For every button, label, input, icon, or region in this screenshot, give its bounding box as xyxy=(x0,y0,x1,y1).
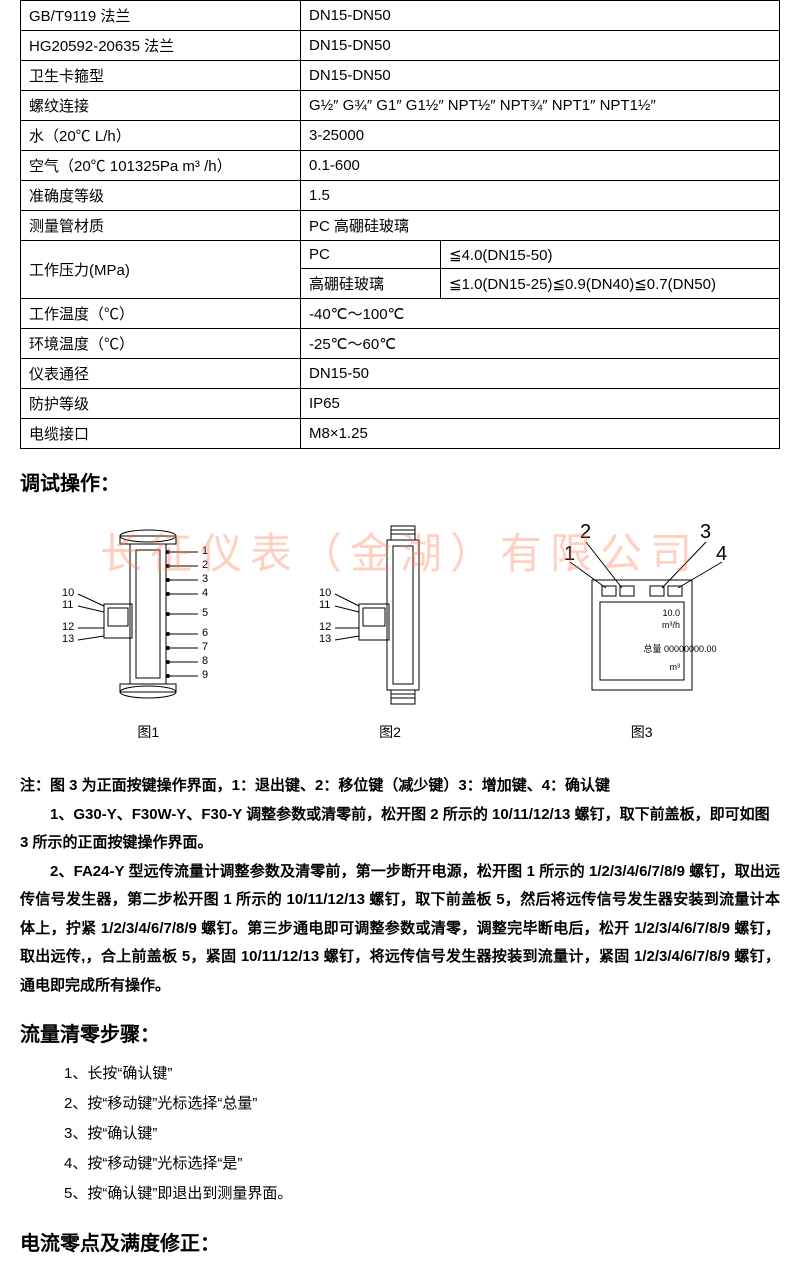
table-row: 准确度等级1.5 xyxy=(21,181,780,211)
cell-value: DN15-50 xyxy=(301,359,780,389)
svg-text:8: 8 xyxy=(202,655,208,667)
cell-label: 准确度等级 xyxy=(21,181,301,211)
svg-text:10: 10 xyxy=(62,587,74,599)
svg-text:5: 5 xyxy=(202,607,208,619)
cell-label: 空气（20℃ 101325Pa m³ /h） xyxy=(21,151,301,181)
cell-sub: 高硼硅玻璃 xyxy=(301,269,441,299)
cell-label: GB/T9119 法兰 xyxy=(21,1,301,31)
heading-debug: 调试操作： xyxy=(20,467,780,496)
cell-label: 工作压力(MPa) xyxy=(21,241,301,299)
note-p1: 1、G30-Y、F30W-Y、F30-Y 调整参数或清零前，松开图 2 所示的 … xyxy=(20,801,780,858)
table-row: GB/T9119 法兰DN15-DN50 xyxy=(21,1,780,31)
figure-3-svg: 2 1 3 4 10.0 xyxy=(532,516,752,716)
svg-text:9: 9 xyxy=(202,669,208,681)
cell-label: 螺纹连接 xyxy=(21,91,301,121)
svg-text:m³/h: m³/h xyxy=(662,620,680,630)
cell-label: 工作温度（℃） xyxy=(21,299,301,329)
cell-label: 测量管材质 xyxy=(21,211,301,241)
table-row: 电缆接口M8×1.25 xyxy=(21,419,780,449)
figure-1-svg: 1 2 3 4 5 6 7 8 9 10 11 12 13 xyxy=(48,516,248,716)
svg-text:2: 2 xyxy=(202,559,208,571)
step-item: 3、按“确认键” xyxy=(64,1119,780,1149)
note-line: 注：图 3 为正面按键操作界面，1：退出键、2：移位键（减少键）3：增加键、4：… xyxy=(20,772,780,801)
cell-label: 环境温度（℃） xyxy=(21,329,301,359)
table-row: 环境温度（℃）-25℃～60℃ xyxy=(21,329,780,359)
table-row: 测量管材质PC 高硼硅玻璃 xyxy=(21,211,780,241)
svg-text:m³: m³ xyxy=(669,662,680,672)
svg-text:12: 12 xyxy=(62,621,74,633)
cell-value: DN15-DN50 xyxy=(301,1,780,31)
svg-text:总量 00000000.00: 总量 00000000.00 xyxy=(643,643,716,654)
cell-value: 0.1-600 xyxy=(301,151,780,181)
step-item: 1、长按“确认键” xyxy=(64,1059,780,1089)
figure-2-svg: 10 11 12 13 xyxy=(305,516,475,716)
table-row: 工作压力(MPa) PC ≦4.0(DN15-50) xyxy=(21,241,780,269)
svg-text:12: 12 xyxy=(319,621,331,633)
cell-value: M8×1.25 xyxy=(301,419,780,449)
cell-label: 仪表通径 xyxy=(21,359,301,389)
svg-text:10: 10 xyxy=(319,587,331,599)
svg-text:11: 11 xyxy=(319,599,330,611)
spec-table: GB/T9119 法兰DN15-DN50 HG20592-20635 法兰DN1… xyxy=(20,0,780,449)
figure-2: 10 11 12 13 图2 xyxy=(305,516,475,742)
table-row: 空气（20℃ 101325Pa m³ /h）0.1-600 xyxy=(21,151,780,181)
svg-text:13: 13 xyxy=(62,633,74,645)
table-row: 卫生卡箍型DN15-DN50 xyxy=(21,61,780,91)
table-row: 水（20℃ L/h）3-25000 xyxy=(21,121,780,151)
diagram-row: 1 2 3 4 5 6 7 8 9 10 11 12 13 图1 xyxy=(20,516,780,742)
cell-value: ≦1.0(DN15-25)≦0.9(DN40)≦0.7(DN50) xyxy=(441,269,780,299)
cell-value: PC 高硼硅玻璃 xyxy=(301,211,780,241)
notes-block: 注：图 3 为正面按键操作界面，1：退出键、2：移位键（减少键）3：增加键、4：… xyxy=(20,772,780,1000)
table-row: 仪表通径DN15-50 xyxy=(21,359,780,389)
figure-3: 2 1 3 4 10.0 xyxy=(532,516,752,742)
cell-value: DN15-DN50 xyxy=(301,31,780,61)
note-p2: 2、FA24-Y 型远传流量计调整参数及清零前，第一步断开电源，松开图 1 所示… xyxy=(20,858,780,1001)
heading-reset: 流量清零步骤： xyxy=(20,1018,780,1047)
svg-text:1: 1 xyxy=(202,545,208,557)
svg-text:2: 2 xyxy=(580,521,591,543)
cell-value: IP65 xyxy=(301,389,780,419)
cell-value: 3-25000 xyxy=(301,121,780,151)
caption-3: 图3 xyxy=(532,722,752,742)
table-row: 工作温度（℃）-40℃～100℃ xyxy=(21,299,780,329)
cell-value: ≦4.0(DN15-50) xyxy=(441,241,780,269)
table-row: 螺纹连接G½″ G¾″ G1″ G1½″ NPT½″ NPT¾″ NPT1″ N… xyxy=(21,91,780,121)
svg-text:3: 3 xyxy=(202,573,208,585)
svg-text:13: 13 xyxy=(319,633,331,645)
cell-label: 防护等级 xyxy=(21,389,301,419)
caption-1: 图1 xyxy=(48,722,248,742)
cell-label: HG20592-20635 法兰 xyxy=(21,31,301,61)
cell-label: 卫生卡箍型 xyxy=(21,61,301,91)
svg-text:1: 1 xyxy=(564,543,575,565)
table-row: HG20592-20635 法兰DN15-DN50 xyxy=(21,31,780,61)
svg-text:10.0: 10.0 xyxy=(662,608,680,618)
table-row: 防护等级IP65 xyxy=(21,389,780,419)
cell-value: -40℃～100℃ xyxy=(301,299,780,329)
figure-1: 1 2 3 4 5 6 7 8 9 10 11 12 13 图1 xyxy=(48,516,248,742)
cell-label: 电缆接口 xyxy=(21,419,301,449)
step-item: 4、按“移动键”光标选择“是” xyxy=(64,1149,780,1179)
svg-text:7: 7 xyxy=(202,641,208,653)
svg-text:11: 11 xyxy=(62,599,73,611)
cell-value: G½″ G¾″ G1″ G1½″ NPT½″ NPT¾″ NPT1″ NPT1½… xyxy=(301,91,780,121)
cell-sub: PC xyxy=(301,241,441,269)
cell-label: 水（20℃ L/h） xyxy=(21,121,301,151)
cell-value: 1.5 xyxy=(301,181,780,211)
caption-2: 图2 xyxy=(305,722,475,742)
step-item: 2、按“移动键”光标选择“总量” xyxy=(64,1089,780,1119)
svg-text:6: 6 xyxy=(202,627,208,639)
step-item: 5、按“确认键”即退出到测量界面。 xyxy=(64,1179,780,1209)
heading-zero: 电流零点及满度修正： xyxy=(20,1227,780,1256)
reset-steps: 1、长按“确认键” 2、按“移动键”光标选择“总量” 3、按“确认键” 4、按“… xyxy=(64,1059,780,1209)
svg-text:3: 3 xyxy=(700,521,711,543)
cell-value: DN15-DN50 xyxy=(301,61,780,91)
svg-text:4: 4 xyxy=(202,587,208,599)
cell-value: -25℃～60℃ xyxy=(301,329,780,359)
